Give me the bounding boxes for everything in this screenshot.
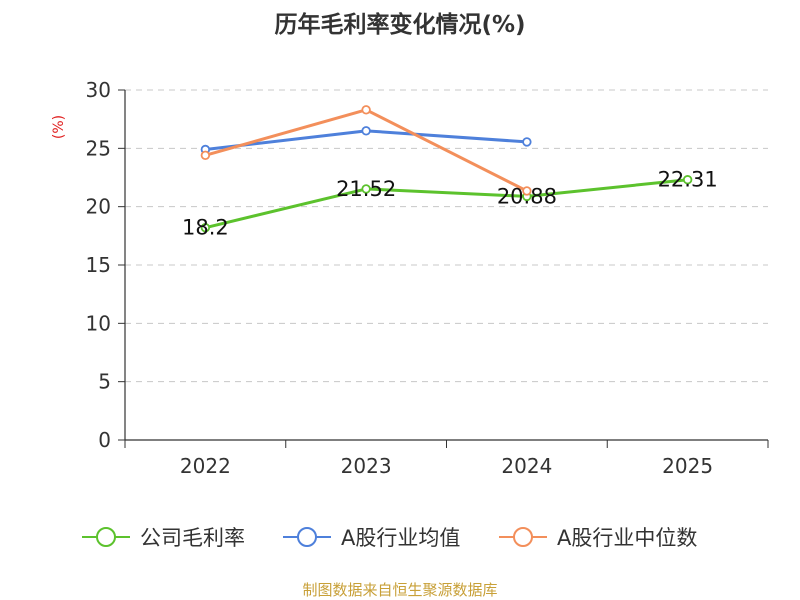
x-tick-label: 2025 — [662, 454, 713, 478]
series-layer — [200, 105, 693, 233]
data-label: 22.31 — [658, 168, 718, 192]
x-tick-label: 2023 — [341, 454, 392, 478]
data-label: 21.52 — [336, 177, 396, 201]
data-point — [200, 222, 211, 233]
y-tick-label: 5 — [98, 370, 111, 394]
legend-marker — [297, 527, 317, 547]
data-point — [522, 137, 532, 147]
y-tick-label: 25 — [86, 136, 111, 160]
gridlines — [125, 89, 768, 383]
data-point — [361, 184, 371, 194]
data-label: 18.2 — [182, 216, 229, 240]
series-line — [205, 178, 688, 230]
y-tick-label: 10 — [86, 311, 111, 335]
data-point — [522, 186, 532, 196]
legend-label: A股行业中位数 — [557, 526, 697, 550]
legend-marker — [96, 527, 116, 547]
y-tick-label: 30 — [86, 78, 111, 102]
legend: 公司毛利率 A股行业均值 A股行业中位数 — [82, 526, 697, 550]
data-point — [200, 150, 211, 161]
y-axis-label: (%) — [51, 115, 67, 139]
data-point — [682, 175, 693, 185]
data-labels: 18.2 21.52 20.88 22.31 — [182, 168, 718, 240]
y-tick-label: 20 — [86, 195, 111, 219]
x-tick-label: 2024 — [501, 454, 552, 478]
source-note: 制图数据来自恒生聚源数据库 — [302, 581, 497, 599]
data-point — [361, 105, 371, 115]
y-tick-label: 15 — [86, 253, 111, 277]
x-tick-label: 2022 — [180, 454, 231, 478]
y-tick-label: 0 — [98, 428, 111, 452]
chart-title: 历年毛利率变化情况(%) — [274, 11, 525, 38]
data-point — [361, 126, 371, 136]
legend-label: A股行业均值 — [341, 526, 460, 550]
legend-label: 公司毛利率 — [140, 526, 245, 550]
data-label: 20.88 — [497, 184, 557, 208]
legend-marker — [513, 527, 533, 547]
